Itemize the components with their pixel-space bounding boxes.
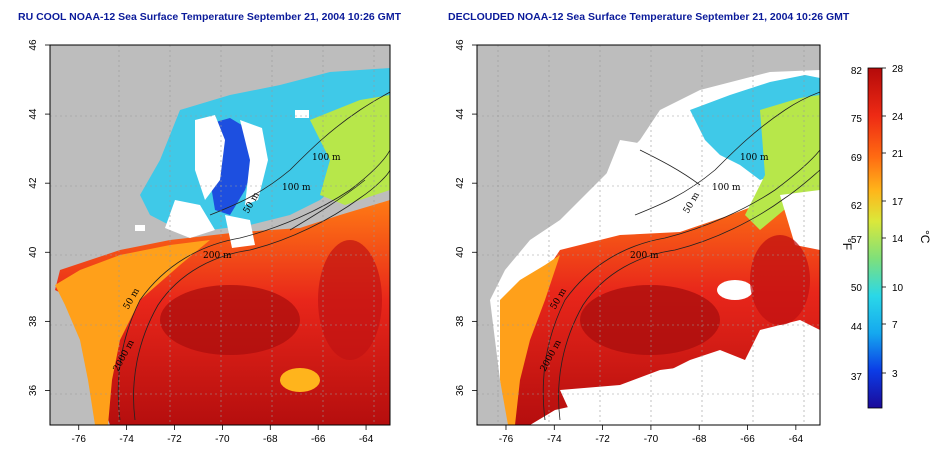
lon-tick-label: -66 [740, 434, 755, 445]
fahrenheit-tick-label: 37 [851, 372, 863, 383]
lat-tick-label: 46 [28, 39, 39, 51]
contour-label: 200 m [203, 251, 232, 261]
lat-tick-label: 44 [455, 108, 466, 120]
lon-tick-label: -64 [359, 434, 374, 445]
colorbar [867, 67, 883, 409]
lat-tick-label: 42 [28, 177, 39, 189]
contour-label: 100 m [312, 153, 341, 163]
fahrenheit-tick-label: 62 [851, 201, 863, 212]
left-panel-title: RU COOL NOAA-12 Sea Surface Temperature … [18, 11, 402, 23]
fahrenheit-unit-label: °F [840, 238, 854, 250]
lat-tick-label: 36 [28, 384, 39, 396]
lon-tick-label: -72 [167, 434, 182, 445]
right-map-frame [476, 44, 821, 426]
lon-tick-label: -76 [72, 434, 87, 445]
lat-tick-label: 42 [455, 177, 466, 189]
celsius-tick-label: 7 [892, 320, 898, 331]
celsius-tick-label: 24 [892, 112, 904, 123]
right-axes: -76 -74 -72 -70 -68 -66 -64 46 44 42 40 38 36 [455, 39, 804, 445]
graticule [50, 45, 390, 425]
right-panel-title: DECLOUDED NOAA-12 Sea Surface Temperatur… [448, 11, 850, 23]
land-mask [477, 45, 820, 425]
gulf-stream-eddy [750, 235, 810, 325]
lon-tick-label: -74 [547, 434, 562, 445]
bathymetry-contours [542, 91, 820, 421]
cloud-patches [135, 110, 309, 248]
fahrenheit-tick-label: 82 [851, 66, 863, 77]
celsius-tick-label: 14 [892, 234, 904, 245]
lon-tick-label: -68 [263, 434, 278, 445]
left-map-frame [49, 44, 391, 426]
celsius-unit-label: °C [918, 230, 932, 244]
lon-tick-label: -64 [789, 434, 804, 445]
fahrenheit-tick-label: 75 [851, 114, 863, 125]
lon-tick-label: -72 [595, 434, 610, 445]
lon-tick-label: -66 [311, 434, 326, 445]
lat-tick-label: 38 [455, 315, 466, 327]
lon-tick-label: -76 [499, 434, 514, 445]
celsius-tick-label: 17 [892, 197, 904, 208]
bathymetry-contours [117, 91, 390, 421]
celsius-tick-label: 10 [892, 283, 904, 294]
warm-eddy [280, 368, 320, 392]
lat-tick-label: 36 [455, 384, 466, 396]
colorbar-ticks: 82 75 69 62 57 50 44 37 28 24 21 17 14 10 7 3 [851, 64, 904, 383]
gulf-stream-eddy [580, 285, 720, 355]
graticule [477, 45, 820, 425]
lat-tick-label: 46 [455, 39, 466, 51]
cloud-patches [560, 140, 820, 425]
shelf-water [500, 255, 560, 425]
fahrenheit-tick-label: 44 [851, 322, 863, 333]
gulf-stream-eddy [318, 240, 382, 360]
celsius-tick-label: 3 [892, 369, 898, 380]
celsius-tick-label: 21 [892, 149, 904, 160]
contour-label: 100 m [712, 183, 741, 193]
celsius-tick-label: 28 [892, 64, 904, 75]
contour-label: 100 m [282, 183, 311, 193]
fahrenheit-tick-label: 50 [851, 283, 863, 294]
lon-tick-label: -70 [644, 434, 659, 445]
lat-tick-label: 40 [28, 246, 39, 258]
lon-tick-label: -74 [119, 434, 134, 445]
gulf-stream-eddy [160, 285, 300, 355]
lat-tick-label: 38 [28, 315, 39, 327]
lon-tick-label: -68 [692, 434, 707, 445]
fahrenheit-tick-label: 57 [851, 235, 863, 246]
shelf-water [55, 240, 210, 425]
lat-tick-label: 44 [28, 108, 39, 120]
fahrenheit-tick-label: 69 [851, 153, 863, 164]
right-map-panel [477, 45, 820, 425]
contour-label: 100 m [740, 153, 769, 163]
cool-green-water [310, 95, 390, 205]
left-axes: -76 -74 -72 -70 -68 -66 -64 46 44 42 40 38 36 [28, 39, 374, 445]
left-map-panel [50, 45, 390, 425]
lon-tick-label: -70 [215, 434, 230, 445]
contour-label: 200 m [630, 251, 659, 261]
lat-tick-label: 40 [455, 246, 466, 258]
